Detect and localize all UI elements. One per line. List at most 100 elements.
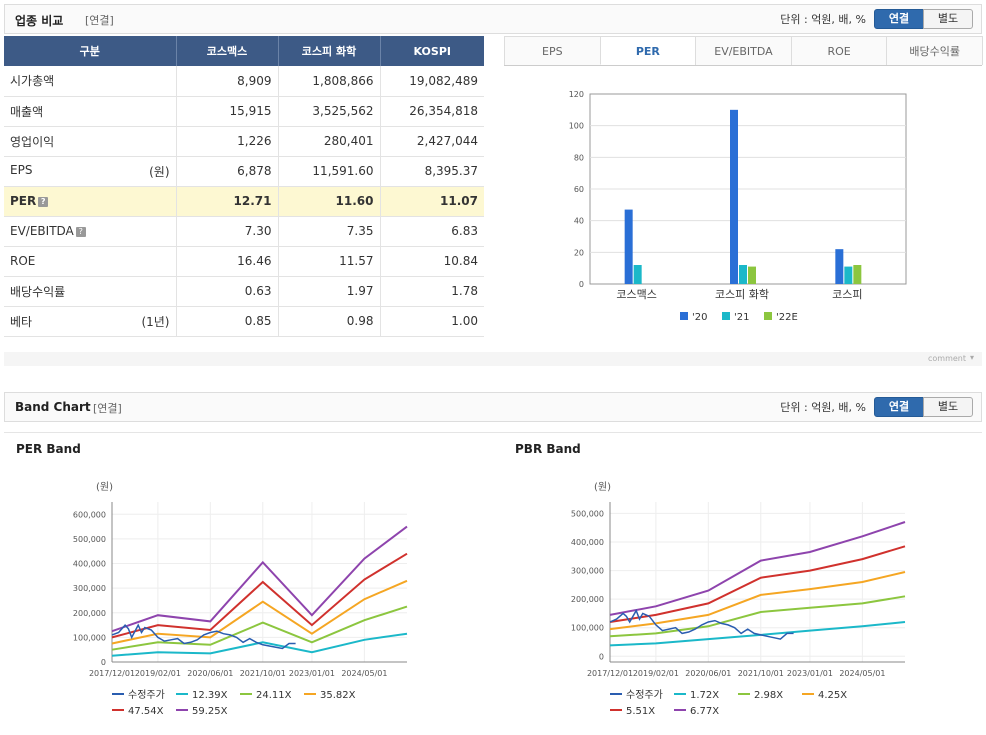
y-unit-label: (원) [594, 481, 611, 493]
consolidated-toggle[interactable]: 연결 [874, 9, 924, 29]
series-line [609, 571, 906, 631]
series-line [609, 521, 906, 616]
col-header-kospi: KOSPI [380, 36, 484, 66]
per-comparison-chart: 0 20 40 60 80 100 120 코스맥스 코스피 화학 코스피 '20 '21 '22E [569, 90, 907, 323]
tab-4[interactable]: 배당수익률 [886, 36, 983, 65]
legend-label: 수정주가 [128, 689, 165, 701]
series-line [111, 525, 408, 633]
row-label-cell: 베타 (1년) [4, 306, 176, 337]
value-cell: 8,909 [175, 66, 278, 97]
band-sub: [연결] [93, 402, 122, 415]
value-cell: 1,226 [175, 126, 278, 157]
x-tick-label: 2021/10/01 [240, 669, 286, 678]
table-row: 매출액 15,915 3,525,562 26,354,818 [4, 96, 484, 127]
x-tick-label: 2020/06/01 [685, 669, 731, 678]
table-row: 영업이익 1,226 280,401 2,427,044 [4, 126, 484, 157]
legend-label: 35.82X [320, 690, 356, 701]
pbr-band-chart: (원) 0 100,000 200,000 300,000 400,000 500,000 2… [571, 481, 906, 717]
help-icon[interactable]: ? [38, 197, 49, 207]
value-cell: 12.71 [175, 186, 278, 217]
y-tick-label: 200,000 [73, 609, 106, 618]
table-row: ROE 16.46 11.57 10.84 [4, 246, 484, 277]
legend-label: 6.77X [690, 706, 719, 717]
band-separate-toggle[interactable]: 별도 [923, 397, 973, 417]
per-chart-panel: 0 20 40 60 80 100 120 코스맥스 코스피 화학 코스피 '20 '21 '22E [504, 66, 982, 352]
row-label: EPS [10, 162, 33, 177]
y-unit-label: (원) [96, 481, 113, 493]
legend-label: 5.51X [626, 706, 655, 717]
x-tick-label: 2019/02/01 [135, 669, 181, 678]
row-label: 시가총액 [10, 74, 55, 89]
band-title: Band Chart [15, 400, 91, 414]
x-tick-label: 2023/01/01 [289, 669, 335, 678]
separate-toggle[interactable]: 별도 [923, 9, 973, 29]
bar [624, 209, 633, 284]
series-line [609, 545, 906, 623]
tab-1[interactable]: PER [599, 36, 697, 65]
y-tick-label: 400,000 [73, 560, 106, 569]
legend-swatch [722, 312, 730, 320]
comment-bar[interactable]: comment ▾ [4, 352, 982, 366]
value-cell: 11.60 [277, 186, 380, 217]
y-tick-label: 500,000 [73, 535, 106, 544]
value-cell: 1.00 [379, 306, 484, 337]
table-header-row: 구분 코스맥스 코스피 화학 KOSPI [4, 36, 484, 66]
per-band-title: PER Band [16, 442, 81, 456]
y-tick-label: 100,000 [571, 624, 604, 633]
legend-label: 수정주가 [626, 689, 663, 701]
value-cell: 0.63 [175, 276, 278, 307]
legend-label: 1.72X [690, 690, 719, 701]
x-category-label: 코스맥스 [616, 288, 656, 301]
help-icon[interactable]: ? [75, 227, 86, 237]
legend-label: 4.25X [818, 690, 847, 701]
table-row: PER? 12.71 11.60 11.07 [4, 186, 484, 217]
compare-title: 업종 비교 [15, 14, 64, 28]
legend-label: 12.39X [192, 690, 228, 701]
value-cell: 0.98 [277, 306, 380, 337]
table-row: 시가총액 8,909 1,808,866 19,082,489 [4, 66, 484, 97]
bar [853, 265, 862, 284]
col-header-company: 코스맥스 [176, 36, 279, 66]
series-line [111, 579, 408, 645]
band-unit-label: 단위 : 억원, 배, % [780, 401, 866, 414]
legend-swatch [680, 312, 688, 320]
y-tick-label: 0 [101, 658, 106, 667]
x-category-label: 코스피 화학 [715, 288, 769, 301]
value-cell: 1,808,866 [277, 66, 380, 97]
value-cell: 26,354,818 [379, 96, 484, 127]
tab-3[interactable]: ROE [790, 36, 888, 65]
col-header-category: 구분 [4, 36, 177, 66]
tab-2[interactable]: EV/EBITDA [695, 36, 792, 65]
compare-sub: [연결] [85, 14, 114, 27]
value-cell: 2,427,044 [379, 126, 484, 157]
bar [844, 266, 853, 284]
row-label-cell: PER? [4, 186, 176, 217]
band-consolidated-toggle[interactable]: 연결 [874, 397, 924, 417]
comparison-table: 구분 코스맥스 코스피 화학 KOSPI 시가총액 8,909 1,808,866 1… [4, 36, 484, 337]
legend-label: '20 [692, 312, 707, 323]
x-tick-label: 2023/01/01 [787, 669, 833, 678]
x-tick-label: 2024/05/01 [341, 669, 387, 678]
row-label: 매출액 [10, 104, 44, 119]
bar [835, 249, 844, 284]
value-cell: 1.97 [277, 276, 380, 307]
per-band-chart: (원) 0 100,000 200,000 300,000 400,000 500,000 6… [73, 481, 408, 717]
row-label-cell: EPS (원) [4, 156, 176, 187]
value-cell: 0.85 [175, 306, 278, 337]
row-label-cell: 매출액 [4, 96, 176, 127]
row-label: 영업이익 [10, 134, 55, 149]
value-cell: 11,591.60 [277, 156, 380, 187]
value-cell: 11.07 [379, 186, 484, 217]
value-cell: 280,401 [277, 126, 380, 157]
legend-label: 24.11X [256, 690, 292, 701]
compare-header: 업종 비교 [연결] 단위 : 억원, 배, % 연결 별도 [4, 4, 982, 34]
value-cell: 11.57 [277, 246, 380, 277]
value-cell: 15,915 [175, 96, 278, 127]
value-cell: 6,878 [175, 156, 278, 187]
table-row: EPS (원) 6,878 11,591.60 8,395.37 [4, 156, 484, 187]
y-tick-label: 100,000 [73, 633, 106, 642]
x-tick-label: 2024/05/01 [839, 669, 885, 678]
comment-toggle[interactable]: comment ▾ [927, 353, 974, 363]
y-tick-label: 500,000 [571, 509, 604, 518]
tab-0[interactable]: EPS [504, 36, 601, 65]
